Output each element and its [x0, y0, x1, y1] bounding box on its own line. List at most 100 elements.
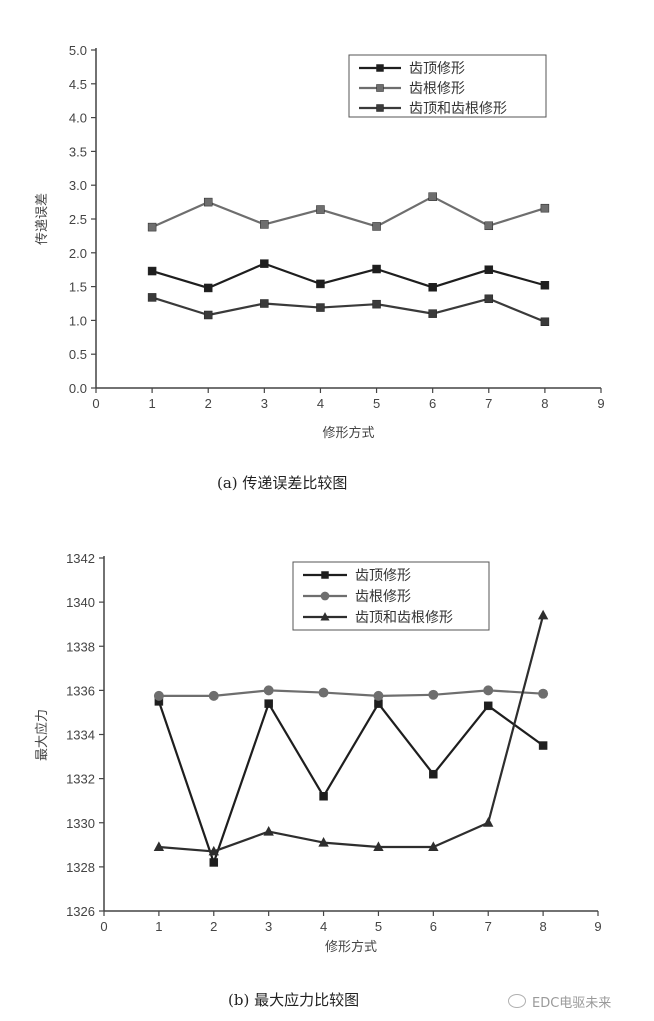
triangle-marker	[318, 837, 329, 847]
square-marker	[203, 197, 213, 207]
y-axis-label: 最大应力	[34, 709, 50, 761]
x-tick-label: 7	[485, 396, 492, 411]
y-tick-label: 1328	[66, 860, 95, 875]
y-tick-label: 1.0	[69, 313, 87, 328]
circle-marker	[208, 690, 219, 701]
square-marker	[319, 792, 328, 801]
chart-b-caption: (b) 最大应力比较图	[228, 991, 360, 1009]
square-marker	[428, 283, 437, 292]
y-tick-label: 3.5	[69, 144, 87, 159]
legend-item: 齿顶修形	[303, 568, 411, 584]
legend-item: 齿顶和齿根修形	[303, 610, 453, 626]
circle-marker	[428, 689, 439, 700]
x-tick-label: 1	[148, 396, 155, 411]
legend-item: 齿顶和齿根修形	[359, 101, 507, 117]
chart-a-transmission-error: 0 1 2 3 4 5 6 7 8 9 0.0 0.5 1.0 1.5 2.0 2.5 3.0 3.5 4.0 4.5…	[35, 43, 605, 441]
circle-marker	[320, 591, 330, 601]
triangle-marker	[428, 841, 439, 852]
y-tick-label: 1.5	[69, 280, 87, 295]
square-marker	[209, 858, 219, 867]
square-marker	[372, 299, 381, 309]
x-tick-label: 0	[92, 396, 99, 411]
y-tick-label: 5.0	[69, 43, 87, 58]
series-line	[158, 689, 544, 697]
chart-a-caption: (a) 传递误差比较图	[217, 474, 348, 492]
x-tick-label: 8	[539, 919, 546, 934]
x-tick-label: 8	[541, 396, 548, 411]
y-tick-label: 1334	[66, 728, 95, 743]
x-tick-label: 5	[375, 919, 382, 934]
square-marker	[429, 769, 438, 779]
square-marker	[147, 293, 157, 302]
triangle-marker	[153, 841, 165, 852]
triangle-marker	[263, 825, 274, 836]
x-tick-label: 4	[320, 919, 327, 934]
x-tick-label: 3	[261, 396, 268, 411]
square-marker	[316, 303, 325, 312]
x-tick-label: 2	[210, 919, 217, 934]
square-marker	[483, 701, 493, 711]
axes: 0 1 2 3 4 5 6 7 8 9 0.0 0.5 1.0 1.5 2.0 2.5 3.0 3.5 4.0 4.5…	[35, 43, 605, 441]
legend-item: 齿根修形	[359, 81, 465, 97]
x-tick-label: 9	[597, 396, 604, 411]
y-tick-label: 1340	[66, 595, 95, 610]
x-tick-label: 6	[429, 396, 436, 411]
square-marker	[376, 84, 384, 92]
legend-item: 齿顶修形	[359, 61, 465, 77]
watermark-text: EDC电驱未来	[532, 996, 612, 1011]
legend-item: 齿根修形	[303, 589, 411, 605]
x-tick-label: 1	[155, 919, 162, 934]
square-marker	[316, 205, 325, 214]
watermark: EDC电驱未来	[508, 992, 611, 1011]
square-marker	[428, 309, 437, 318]
y-tick-label: 1330	[66, 816, 95, 831]
circle-marker	[538, 688, 549, 699]
x-tick-label: 5	[373, 396, 380, 411]
square-marker	[260, 299, 269, 308]
series-3	[147, 293, 550, 327]
square-marker	[147, 266, 157, 276]
y-tick-label: 2.5	[69, 212, 87, 227]
legend-label: 齿根修形	[409, 81, 465, 97]
series-1	[154, 697, 548, 867]
square-marker	[540, 317, 550, 327]
y-tick-label: 1342	[66, 551, 95, 566]
x-tick-label: 7	[485, 919, 492, 934]
triangle-marker	[208, 845, 219, 856]
square-marker	[372, 222, 381, 231]
x-axis-label: 修形方式	[322, 425, 374, 441]
circle-marker	[263, 685, 274, 696]
y-tick-label: 1336	[66, 683, 95, 698]
square-marker	[538, 741, 548, 750]
series-line	[151, 195, 546, 229]
square-marker	[316, 279, 325, 289]
legend-label: 齿顶修形	[409, 61, 465, 77]
square-marker	[260, 259, 269, 268]
y-tick-label: 3.0	[69, 178, 87, 193]
triangle-marker	[320, 612, 330, 621]
legend-label: 齿顶和齿根修形	[409, 101, 507, 117]
x-tick-label: 0	[100, 919, 107, 934]
square-marker	[203, 310, 213, 320]
square-marker	[147, 222, 157, 232]
square-marker	[540, 203, 550, 213]
series-line	[151, 262, 546, 290]
axes: 0 1 2 3 4 5 6 7 8 9 1326 1328 1330 1332 1334 1336 1338 13…	[34, 551, 602, 955]
series-2	[147, 192, 550, 232]
series-line	[157, 701, 544, 864]
series-line	[151, 296, 546, 323]
square-marker	[484, 265, 494, 274]
x-tick-label: 2	[205, 396, 212, 411]
wechat-icon	[508, 994, 526, 1008]
y-tick-label: 4.5	[69, 77, 87, 92]
square-marker	[484, 221, 494, 231]
triangle-marker	[373, 841, 384, 852]
series-1	[147, 259, 550, 293]
y-tick-label: 1332	[66, 772, 95, 787]
circle-marker	[318, 687, 329, 698]
x-tick-label: 6	[430, 919, 437, 934]
y-tick-label: 2.0	[69, 246, 87, 261]
square-marker	[321, 571, 329, 579]
